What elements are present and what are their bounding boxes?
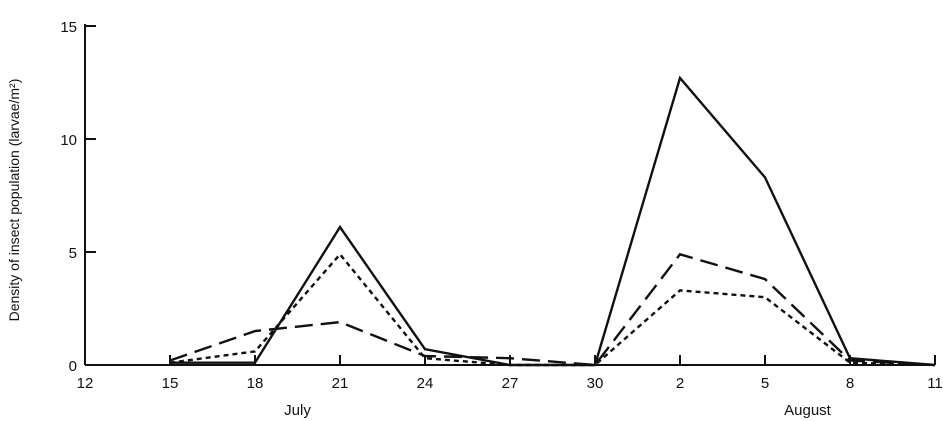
x-tick-label: 8 [846,375,854,392]
x-ticks: 12 15 18 21 24 27 30 2 5 8 11 [77,355,943,392]
x-tick-label: 5 [761,375,769,392]
series-line-short-dashed [169,252,936,367]
x-tick-label: 21 [332,375,349,392]
y-axis-title: Density of insect population (larvae/m²) [6,79,22,322]
y-ticks: 0 5 10 15 [60,19,96,375]
y-tick-label: 5 [69,245,77,262]
x-tick-label: 18 [247,375,264,392]
series-line-solid [170,75,936,367]
month-label: August [784,402,832,419]
x-tick-label: 15 [162,375,179,392]
x-tick-label: 30 [587,375,604,392]
x-tick-label: 11 [927,375,943,392]
series-line-long-dashed [169,252,936,367]
y-tick-label: 15 [60,19,77,36]
x-tick-label: 27 [502,375,519,392]
x-tick-label: 12 [77,375,94,392]
month-labels: July August [284,402,832,419]
y-tick-label: 10 [60,132,77,149]
x-tick-label: 24 [417,375,434,392]
axes [84,24,935,366]
y-tick-label: 0 [69,358,77,375]
series-layer [169,75,936,367]
month-label: July [284,402,311,419]
x-tick-label: 2 [676,375,684,392]
